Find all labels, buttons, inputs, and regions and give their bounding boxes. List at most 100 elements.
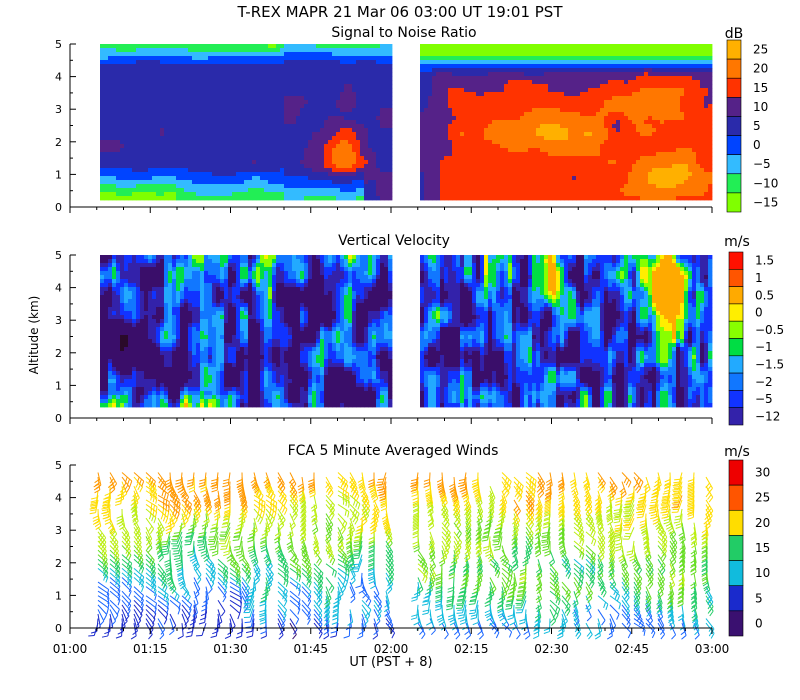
- field-cell: [576, 68, 581, 73]
- field-cell: [444, 100, 449, 105]
- field-cell: [472, 56, 477, 61]
- field-cell: [540, 60, 545, 65]
- field-cell: [360, 64, 365, 69]
- figure-title: T-REX MAPR 21 Mar 06 03:00 UT 19:01 PST: [237, 3, 564, 21]
- field-cell: [484, 84, 489, 89]
- field-cell: [452, 192, 457, 197]
- field-cell: [476, 188, 481, 193]
- field-cell: [280, 144, 285, 149]
- field-cell: [220, 68, 225, 73]
- field-cell: [236, 148, 241, 153]
- field-cell: [160, 56, 165, 61]
- field-cell: [460, 120, 465, 125]
- field-cell: [236, 196, 241, 201]
- field-cell: [352, 104, 357, 109]
- field-cell: [496, 148, 501, 153]
- field-cell: [228, 176, 233, 181]
- field-cell: [472, 188, 477, 193]
- field-cell: [168, 184, 173, 189]
- field-cell: [216, 64, 221, 69]
- field-cell: [208, 136, 213, 141]
- field-cell: [184, 60, 189, 65]
- field-cell: [296, 64, 301, 69]
- field-cell: [176, 184, 181, 189]
- field-cell: [524, 176, 529, 181]
- field-cell: [584, 144, 589, 149]
- field-cell: [624, 52, 629, 57]
- field-cell: [108, 148, 113, 153]
- field-cell: [508, 184, 513, 189]
- field-cell: [388, 164, 393, 169]
- field-cell: [152, 96, 157, 101]
- field-cell: [160, 100, 165, 105]
- field-cell: [456, 156, 461, 161]
- field-cell: [272, 108, 277, 113]
- field-cell: [208, 48, 213, 53]
- field-cell: [344, 108, 349, 113]
- field-cell: [124, 188, 129, 193]
- field-cell: [228, 84, 233, 89]
- field-cell: [184, 92, 189, 97]
- field-cell: [560, 112, 565, 117]
- field-cell: [256, 108, 261, 113]
- field-cell: [132, 44, 137, 49]
- field-cell: [452, 44, 457, 49]
- field-cell: [584, 156, 589, 161]
- field-cell: [608, 140, 613, 145]
- field-cell: [108, 76, 113, 81]
- field-cell: [340, 68, 345, 73]
- field-cell: [444, 64, 449, 69]
- field-cell: [204, 168, 209, 173]
- field-cell: [196, 156, 201, 161]
- field-cell: [328, 120, 333, 125]
- field-cell: [200, 164, 205, 169]
- field-cell: [532, 56, 537, 61]
- field-cell: [484, 168, 489, 173]
- field-cell: [576, 64, 581, 69]
- field-cell: [476, 100, 481, 105]
- field-cell: [456, 56, 461, 61]
- field-cell: [608, 96, 613, 101]
- field-cell: [260, 168, 265, 173]
- field-cell: [196, 72, 201, 77]
- field-cell: [628, 56, 633, 61]
- field-cell: [296, 100, 301, 105]
- field-cell: [504, 180, 509, 185]
- field-cell: [544, 132, 549, 137]
- field-cell: [500, 60, 505, 65]
- field-cell: [580, 156, 585, 161]
- field-cell: [372, 80, 377, 85]
- field-cell: [432, 88, 437, 93]
- field-cell: [588, 56, 593, 61]
- field-cell: [388, 120, 393, 125]
- field-cell: [480, 132, 485, 137]
- field-cell: [592, 156, 597, 161]
- field-cell: [428, 88, 433, 93]
- field-cell: [352, 108, 357, 113]
- field-cell: [476, 108, 481, 113]
- field-cell: [160, 96, 165, 101]
- field-cell: [216, 92, 221, 97]
- field-cell: [484, 136, 489, 141]
- field-cell: [100, 120, 105, 125]
- field-cell: [456, 132, 461, 137]
- field-cell: [560, 128, 565, 133]
- field-cell: [516, 56, 521, 61]
- field-cell: [600, 188, 605, 193]
- field-cell: [240, 52, 245, 57]
- field-cell: [120, 76, 125, 81]
- field-cell: [248, 116, 253, 121]
- field-cell: [232, 80, 237, 85]
- field-cell: [328, 96, 333, 101]
- field-cell: [560, 172, 565, 177]
- field-cell: [188, 128, 193, 133]
- field-cell: [304, 184, 309, 189]
- field-cell: [164, 80, 169, 85]
- field-cell: [200, 176, 205, 181]
- field-cell: [236, 100, 241, 105]
- field-cell: [160, 156, 165, 161]
- field-cell: [336, 80, 341, 85]
- field-cell: [528, 84, 533, 89]
- field-cell: [288, 84, 293, 89]
- field-cell: [304, 48, 309, 53]
